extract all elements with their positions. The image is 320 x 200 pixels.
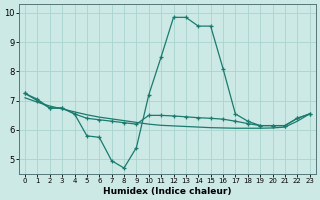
X-axis label: Humidex (Indice chaleur): Humidex (Indice chaleur)	[103, 187, 232, 196]
